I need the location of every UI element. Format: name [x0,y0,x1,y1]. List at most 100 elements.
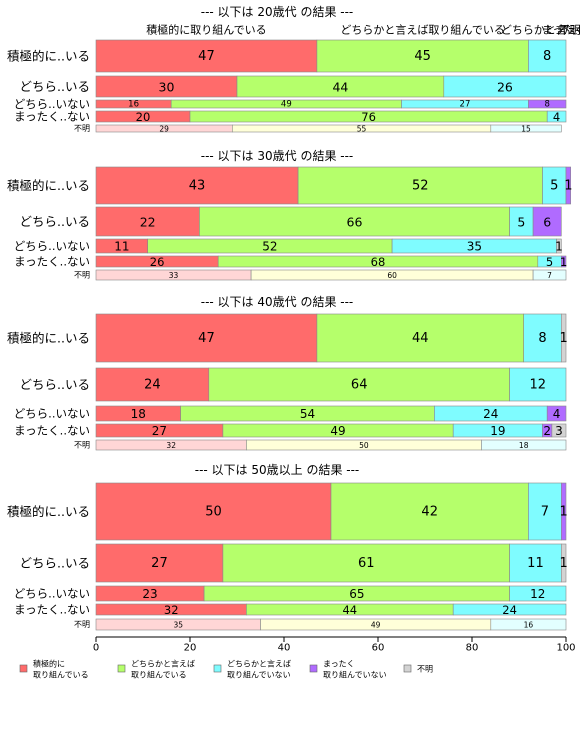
data-label-1-1-3: 6 [543,215,551,230]
data-label-0-2-2: 27 [460,100,471,110]
panel-title-2: --- 以下は 40歳代 の結果 --- [201,295,354,309]
x-tick-label-3: 60 [372,643,385,654]
bar-segment-3-0-2 [528,482,562,541]
bar-segment-1-1-1 [199,206,510,237]
bar-segment-1-0-3 [565,166,571,205]
bar-segment-1-2-4 [556,238,562,254]
panel-title-0: --- 以下は 20歳代 の結果 --- [201,5,354,19]
data-label-0-1-2: 26 [497,80,513,95]
row-label-0-3: まったく..ない [14,110,90,124]
top-column-label-3: まったく [542,24,580,37]
row-label-0-2: どちら..いない [14,97,90,111]
bar-segment-1-0-1 [297,166,543,205]
bar-segment-1-1-3 [532,206,562,237]
legend-label-0-b: 取り組んでいる [33,670,89,680]
data-label-1-3-2: 5 [546,255,553,269]
data-label-0-4-2: 15 [521,125,531,134]
data-label-1-1-0: 22 [140,215,156,230]
bar-segment-0-3-2 [546,110,567,123]
row-label-1-2: どちら..いない [14,239,90,253]
legend-label-0-a: 積極的に [33,659,65,669]
data-label-2-3-2: 19 [490,424,505,438]
data-label-0-3-0: 20 [136,110,151,124]
legend-label-4-a: 不明 [417,665,433,674]
bar-segment-0-0-0 [95,39,318,73]
bar-segment-2-0-4 [560,313,567,363]
bar-segment-1-1-0 [95,206,200,237]
data-label-1-0-3: 1 [564,179,572,194]
data-label-3-2-2: 12 [530,587,545,601]
bar-segment-0-1-2 [443,75,567,98]
legend-label-1-a: どちらかと言えば [131,659,195,669]
data-label-0-1-0: 30 [159,80,175,95]
data-label-2-3-4: 3 [555,424,563,438]
data-label-2-0-1: 44 [412,331,429,346]
x-tick-label-4: 80 [466,643,479,654]
data-label-1-4-0: 33 [169,271,179,280]
data-label-1-2-2: 35 [467,240,482,254]
data-label-0-3-2: 4 [553,110,560,124]
bar-segment-3-1-0 [95,543,224,583]
row-label-0-0: 積極的に..いる [7,49,90,64]
bar-segment-3-1-2 [509,543,562,583]
data-label-2-2-0: 18 [131,407,146,421]
x-tick-label-5: 100 [556,643,575,654]
data-label-0-2-1: 49 [281,100,292,110]
row-label-1-0: 積極的に..いる [7,178,90,193]
bar-segment-2-0-2 [523,313,562,363]
panel-title-1: --- 以下は 30歳代 の結果 --- [201,149,354,163]
data-label-1-0-0: 43 [189,179,206,194]
data-label-1-2-1: 52 [262,240,277,254]
bar-segment-1-3-3 [560,255,567,268]
legend-swatch-3 [309,664,318,673]
row-label-0-1: どちら..いる [20,79,90,94]
data-label-1-4-1: 60 [387,271,397,280]
data-label-1-0-2: 5 [550,179,558,194]
data-label-2-4-0: 32 [166,441,176,450]
data-label-2-3-3: 2 [543,424,551,438]
data-label-2-0-4: 1 [560,331,568,346]
bar-segment-2-1-1 [208,367,510,402]
data-label-2-1-0: 24 [144,378,161,393]
data-label-3-3-0: 32 [164,603,179,617]
bar-segment-3-2-2 [509,585,567,602]
data-label-2-2-2: 24 [483,407,498,421]
legend-swatch-4 [403,664,412,673]
x-tick-label-0: 0 [93,643,99,654]
bar-segment-3-1-1 [222,543,510,583]
data-label-0-4-0: 29 [159,125,169,134]
bar-segment-2-3-4 [551,423,567,438]
data-label-0-0-1: 45 [414,49,431,64]
data-label-2-2-1: 54 [300,407,315,421]
bar-segment-0-0-2 [528,39,567,73]
bar-segment-1-0-0 [95,166,299,205]
legend-swatch-2 [213,664,222,673]
bar-segment-0-4-2 [490,124,562,133]
data-label-3-0-2: 7 [541,505,549,520]
data-label-1-3-3: 1 [560,255,567,269]
row-label-2-0: 積極的に..いる [7,331,90,346]
legend-swatch-1 [117,664,126,673]
data-label-3-3-2: 24 [502,603,517,617]
data-label-2-1-2: 12 [530,378,547,393]
bar-segment-1-4-2 [532,269,567,281]
data-label-2-2-3: 4 [553,407,561,421]
row-label-3-4: 不明 [74,620,90,629]
bar-segment-2-0-0 [95,313,318,363]
row-label-1-4: 不明 [74,271,90,280]
data-label-0-1-1: 44 [332,80,348,95]
top-column-label-4: 不明 [559,24,580,37]
row-label-3-0: 積極的に..いる [7,504,90,519]
data-label-3-4-1: 49 [371,621,381,630]
data-label-2-1-1: 64 [351,378,368,393]
data-label-3-1-4: 1 [560,556,568,571]
top-column-label-1: どちらかと言えば取り組んでいる [340,24,504,37]
data-label-0-0-0: 47 [198,49,215,64]
top-column-label-0: 積極的に取り組んでいる [146,23,266,37]
data-label-1-0-1: 52 [412,179,429,194]
top-column-label-2: どちらかと言えば [501,24,580,37]
data-label-0-4-1: 55 [357,125,367,134]
legend-swatch-0 [19,664,28,673]
legend-label-2-a: どちらかと言えば [227,659,291,669]
